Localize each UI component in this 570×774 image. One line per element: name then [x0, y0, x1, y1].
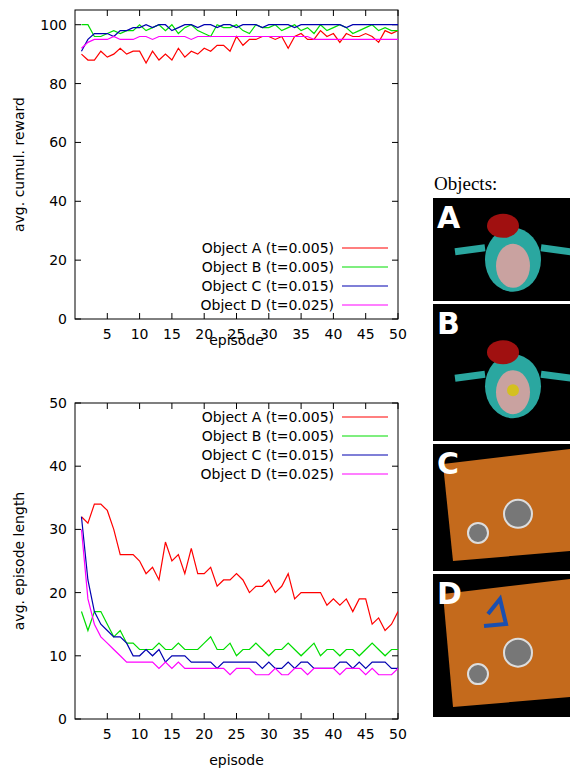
series-line [81, 612, 398, 656]
legend-swatch [342, 473, 388, 474]
objects-title: Objects: [434, 173, 497, 194]
legend-label: Object C (t=0.015) [202, 447, 335, 463]
x-tick-label: 50 [389, 326, 407, 342]
x-tick-label: 15 [163, 326, 181, 342]
y-tick-label: 20 [49, 585, 67, 601]
object-image: C [433, 444, 570, 571]
plot-frame [75, 403, 398, 719]
legend-label: Object A (t=0.005) [202, 409, 334, 425]
chart: 0 10 20 30 40 50 5 10 15 20 25 30 35 40 45 50 episode avg… [11, 395, 407, 768]
series-line [81, 25, 398, 51]
y-tick-label: 50 [49, 395, 67, 411]
y-tick [75, 201, 398, 202]
x-tick [365, 10, 366, 319]
series-line [81, 504, 398, 630]
object-letter: B [437, 306, 460, 341]
y-tick [75, 142, 398, 143]
series-line [81, 517, 398, 669]
lines [81, 504, 398, 675]
objects-panel: Objects: A B C D [433, 173, 570, 717]
x-tick-label: 5 [103, 326, 112, 342]
y-tick [75, 529, 398, 530]
legend-swatch [342, 435, 388, 436]
x-tick-label: 20 [195, 726, 213, 742]
y-tick [75, 83, 398, 84]
y-axis-title: avg. episode length [11, 492, 27, 630]
lines [81, 25, 398, 63]
x-tick-label: 15 [163, 726, 181, 742]
legend-label: Object D (t=0.025) [201, 466, 335, 482]
object-image: D [433, 574, 570, 717]
legend-label: Object A (t=0.005) [202, 240, 334, 256]
x-tick-label: 45 [357, 726, 375, 742]
legend-label: Object D (t=0.025) [201, 297, 335, 313]
y-axis-title: avg. cumul. reward [11, 97, 27, 232]
y-tick-label: 40 [49, 193, 67, 209]
figure: 0204060801005101520253035404550episodeav… [0, 0, 570, 774]
y-tick-label: 80 [49, 76, 67, 92]
x-tick-label: 10 [131, 726, 149, 742]
legend-swatch [342, 266, 388, 267]
y-tick-label: 20 [49, 252, 67, 268]
y-tick-label: 40 [49, 458, 67, 474]
legend-label: Object B (t=0.005) [202, 428, 334, 444]
y-tick-label: 0 [58, 711, 67, 727]
object-letter: C [437, 446, 459, 481]
y-tick-label: 100 [40, 17, 67, 33]
legend-swatch [342, 416, 388, 417]
series-line [81, 36, 398, 48]
x-tick-label: 40 [324, 326, 342, 342]
object-image: B [433, 304, 570, 441]
x-tick-label: 40 [324, 726, 342, 742]
x-tick-label: 35 [292, 326, 310, 342]
legend-swatch [342, 454, 388, 455]
chart: 0204060801005101520253035404550episodeav… [11, 10, 407, 348]
x-tick [107, 403, 108, 719]
x-tick-label: 45 [357, 326, 375, 342]
object-letter: D [437, 576, 462, 611]
series-line [81, 31, 398, 63]
legend-label: Object B (t=0.005) [202, 259, 334, 275]
series-line [81, 529, 398, 674]
x-tick-label: 50 [389, 726, 407, 742]
x-tick [365, 403, 366, 719]
y-tick-label: 30 [49, 521, 67, 537]
legend-swatch [342, 247, 388, 248]
plot-frame [75, 10, 398, 319]
x-tick-label: 25 [228, 726, 246, 742]
x-tick-label: 5 [103, 726, 112, 742]
legend-swatch [342, 285, 388, 286]
x-tick [171, 10, 172, 319]
x-axis-title: episode [209, 752, 264, 768]
x-tick-label: 35 [292, 726, 310, 742]
object-image: A [433, 198, 570, 301]
x-tick [139, 10, 140, 319]
y-tick-label: 0 [58, 311, 67, 327]
object-letter: A [437, 200, 461, 235]
y-tick-label: 60 [49, 134, 67, 150]
x-tick-label: 10 [131, 326, 149, 342]
x-axis-title: episode [209, 332, 264, 348]
legend-label: Object C (t=0.015) [202, 278, 335, 294]
legend-swatch [342, 304, 388, 305]
x-tick-label: 30 [260, 726, 278, 742]
y-tick-label: 10 [49, 648, 67, 664]
y-tick [75, 592, 398, 593]
